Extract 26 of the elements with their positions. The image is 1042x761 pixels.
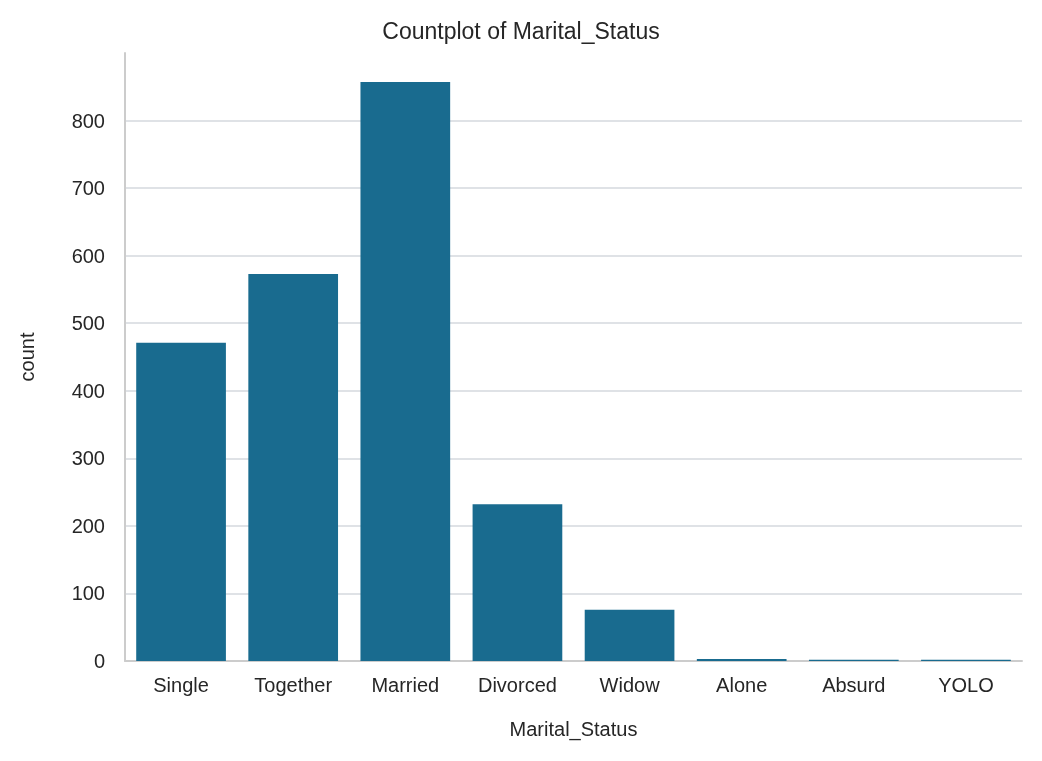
y-tick-label: 800 — [71, 109, 105, 132]
y-tick-label: 300 — [71, 447, 105, 470]
bar — [584, 609, 675, 661]
x-tick-label: Divorced — [477, 674, 557, 696]
bar — [472, 504, 563, 661]
chart-title: Countplot of Marital_Status — [382, 17, 660, 44]
bar — [696, 658, 787, 661]
y-tick-label: 100 — [71, 582, 105, 605]
y-axis-title: count — [16, 332, 38, 382]
bar — [248, 273, 339, 661]
y-tick-label: 500 — [71, 312, 105, 335]
x-tick-label: Absurd — [822, 674, 886, 696]
x-tick-label: Single — [153, 674, 209, 696]
x-tick-label: YOLO — [938, 674, 994, 696]
y-tick-label: 0 — [93, 650, 105, 672]
x-axis-title: Marital_Status — [509, 718, 638, 741]
y-tick-label: 600 — [71, 244, 105, 267]
x-tick-label: Married — [371, 674, 440, 696]
bar — [360, 82, 451, 661]
x-tick-label: Widow — [599, 674, 661, 696]
y-tick-label: 700 — [71, 177, 105, 200]
x-tick-label: Alone — [716, 674, 768, 696]
bar — [136, 342, 226, 661]
y-tick-label: 200 — [71, 514, 105, 537]
y-tick-label: 400 — [71, 379, 105, 402]
x-tick-label: Together — [254, 674, 333, 696]
